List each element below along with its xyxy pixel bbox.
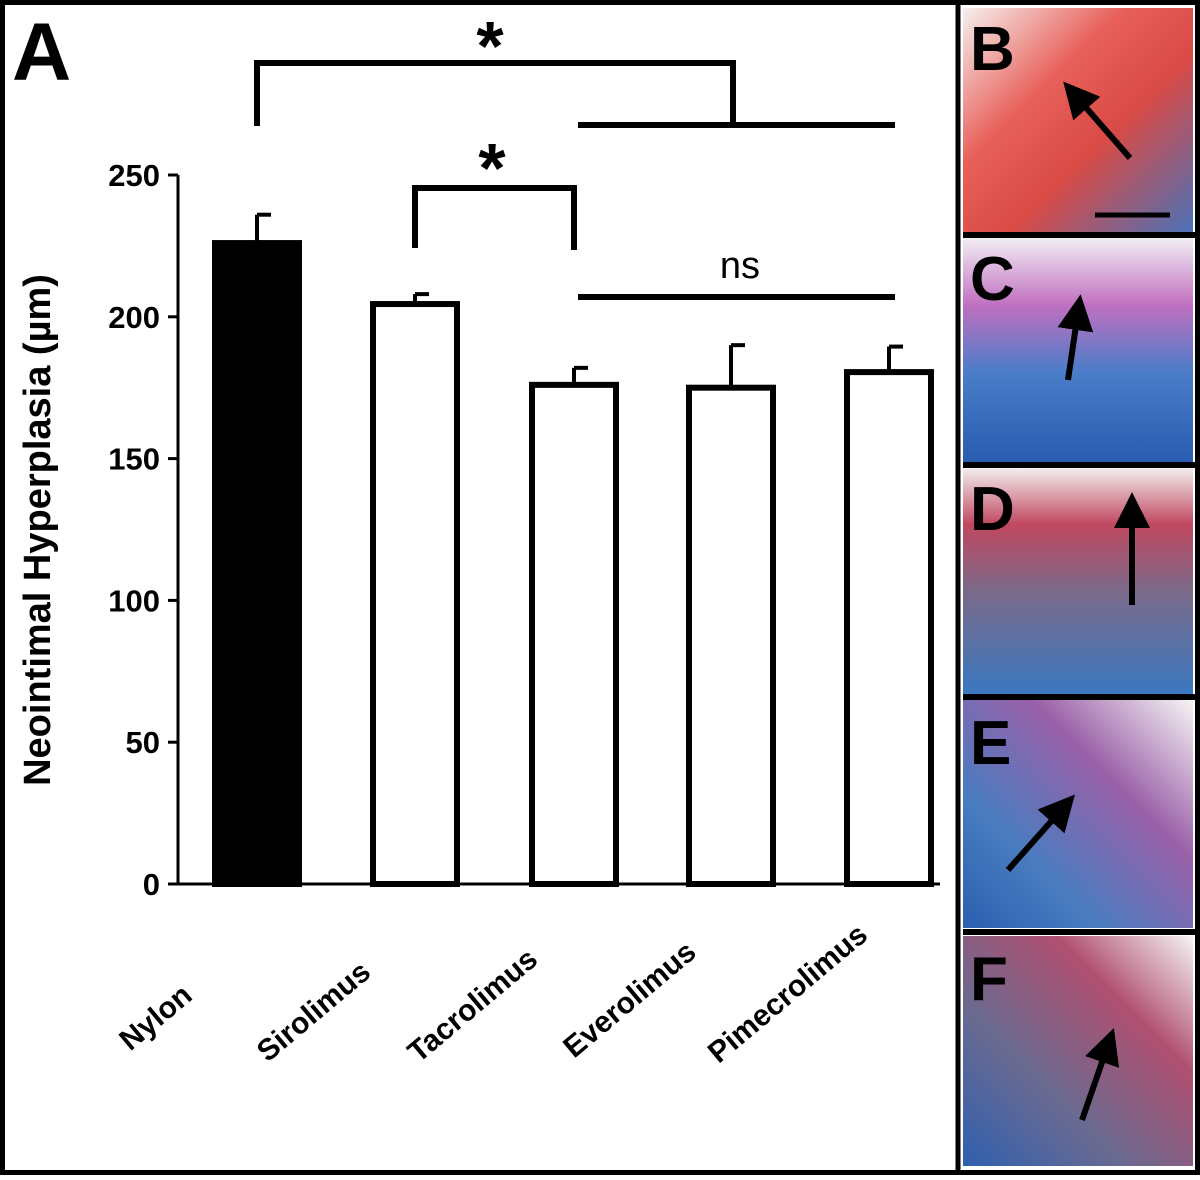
significance	[254, 60, 895, 300]
histology-image	[963, 238, 1193, 462]
histology-image	[963, 468, 1193, 694]
histology-image	[963, 936, 1193, 1166]
bar	[370, 301, 460, 887]
bracket	[254, 60, 736, 126]
y-tick-label: 0	[143, 867, 160, 902]
bracket	[412, 185, 577, 250]
y-tick-label: 150	[108, 442, 160, 477]
bar	[529, 381, 619, 887]
image-panels: B C D E F	[963, 8, 1200, 1166]
panel-label: E	[970, 709, 1011, 778]
panel-label: F	[970, 945, 1008, 1014]
y-tick-label: 100	[108, 583, 160, 618]
panel-label: C	[970, 245, 1015, 314]
histology-image	[963, 700, 1193, 928]
bar	[686, 384, 776, 887]
annotation: ns	[720, 245, 760, 287]
annotation: *	[476, 7, 504, 85]
bar	[212, 240, 302, 887]
arrow	[1063, 81, 1133, 160]
arrow	[1079, 1027, 1120, 1121]
arrow	[1057, 294, 1094, 381]
y-tick-label: 200	[108, 300, 160, 335]
panel-label: A	[12, 7, 71, 98]
arrow	[1005, 794, 1075, 872]
y-tick-label: 250	[108, 158, 160, 193]
panel-label: B	[970, 15, 1015, 84]
y-tick-label: 50	[126, 725, 160, 760]
panel-label: D	[970, 475, 1015, 544]
bar	[844, 369, 934, 887]
annotation: *	[478, 129, 506, 207]
y-axis-title: Neointimal Hyperplasia (µm)	[17, 274, 59, 786]
